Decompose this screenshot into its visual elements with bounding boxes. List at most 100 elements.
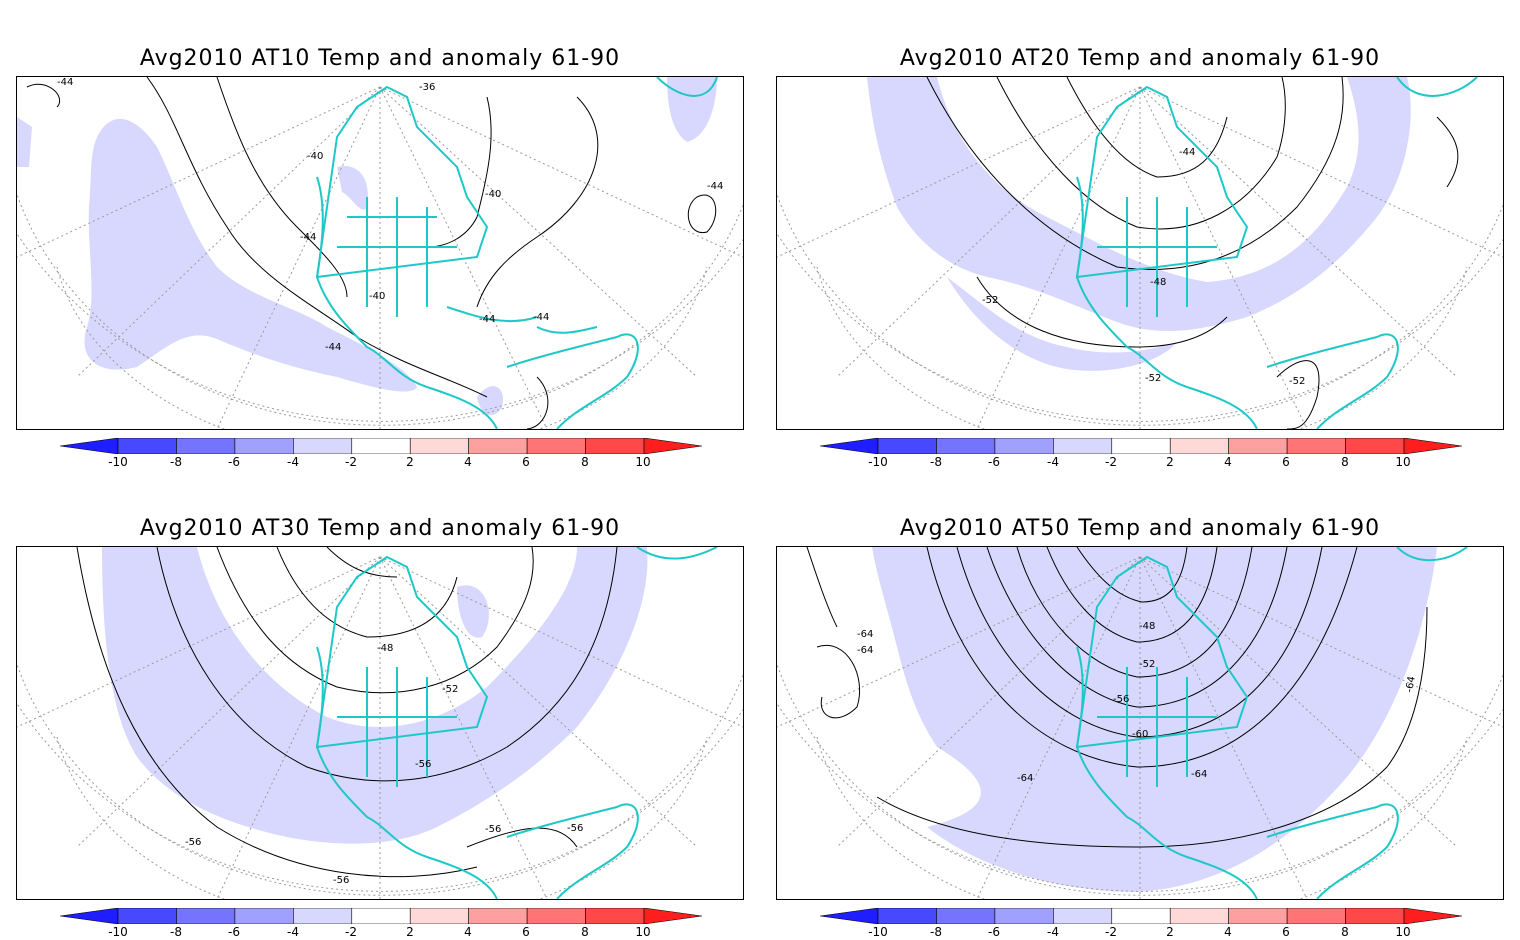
colorbar-swatch — [526, 907, 586, 925]
temperature-contours — [76, 547, 618, 878]
anomaly-region — [102, 547, 648, 844]
colorbar-swatch — [468, 907, 528, 925]
colorbar-tick: 8 — [581, 455, 589, 469]
colorbar-tick: 2 — [1166, 925, 1174, 939]
colorbar-tick: -10 — [868, 925, 888, 939]
colorbar-swatch — [1111, 907, 1171, 925]
colorbar-swatches — [819, 437, 1463, 455]
anomaly-region — [867, 77, 1411, 332]
contour-label: -44 — [57, 77, 73, 88]
contour-labels: -44 -36 -40 -40 -44 -44 -40 -44 -44 -44 — [57, 77, 723, 353]
anomaly-region — [17, 117, 32, 167]
contour-label: -44 — [300, 232, 316, 243]
contour-label: -64 — [1191, 769, 1207, 780]
colorbar-swatch — [117, 907, 177, 925]
colorbar-tick: -2 — [345, 925, 357, 939]
colorbar-swatch — [585, 907, 645, 925]
anomaly-region — [872, 547, 1437, 892]
colorbar-swatch — [234, 437, 294, 455]
map-frame: -44 -48 -52 -52 -52 — [776, 76, 1504, 430]
temperature-contours — [926, 77, 1459, 429]
colorbar-tick: -4 — [287, 455, 299, 469]
colorbar-tick: 6 — [522, 925, 530, 939]
contour-label: -64 — [1017, 773, 1033, 784]
contour-label: -40 — [485, 189, 501, 200]
colorbar-arrow-low — [819, 907, 879, 925]
colorbar-swatch — [1228, 437, 1288, 455]
colorbar-tick: 2 — [406, 455, 414, 469]
colorbar-tick: 4 — [464, 455, 472, 469]
colorbar-swatch — [877, 437, 937, 455]
contour-label: -52 — [1289, 376, 1305, 387]
colorbar-swatch — [468, 437, 528, 455]
colorbar-tick: 10 — [1395, 455, 1411, 469]
contour-label: -36 — [419, 82, 435, 93]
colorbar-swatch — [1228, 907, 1288, 925]
colorbar-tick: -2 — [1105, 925, 1117, 939]
colorbar-swatch — [176, 437, 236, 455]
colorbar-tick: 8 — [1341, 925, 1349, 939]
colorbar-arrow-high — [1403, 437, 1463, 455]
colorbar-swatch — [1111, 437, 1171, 455]
contour-label: -40 — [307, 151, 323, 162]
colorbar-tick: 10 — [1395, 925, 1411, 939]
colorbar-tick: 2 — [1166, 455, 1174, 469]
anomaly-region — [947, 277, 1177, 371]
colorbar-swatch — [234, 907, 294, 925]
colorbar-swatch — [936, 907, 996, 925]
contour-label: -52 — [1139, 659, 1155, 670]
polar-map: -64 -64 -48 -52 -56 -60 -64 -64 -64 — [777, 547, 1503, 899]
contour-labels: -64 -64 -48 -52 -56 -60 -64 -64 -64 — [857, 621, 1418, 784]
anomaly-region — [457, 585, 489, 638]
colorbar: -10 -8 -6 -4 -2 2 4 6 8 10 — [819, 907, 1463, 939]
colorbar-swatch — [351, 907, 411, 925]
colorbar-swatch — [994, 907, 1054, 925]
colorbar-tick: -6 — [228, 925, 240, 939]
colorbar-tick: 10 — [635, 455, 651, 469]
panel-title: Avg2010 AT10 Temp and anomaly 61-90 — [139, 46, 621, 71]
colorbar-swatch — [1345, 907, 1405, 925]
panel-title: Avg2010 AT50 Temp and anomaly 61-90 — [899, 516, 1381, 541]
contour-label: -48 — [377, 643, 393, 654]
colorbar-tick: -10 — [108, 925, 128, 939]
map-frame: -44 -36 -40 -40 -44 -44 -40 -44 -44 -44 — [16, 76, 744, 430]
contour-label: -64 — [857, 645, 873, 656]
colorbar-tick: 6 — [522, 455, 530, 469]
colorbar-tick: 4 — [1224, 455, 1232, 469]
colorbar-tick: 4 — [464, 925, 472, 939]
colorbar-swatches — [59, 437, 703, 455]
colorbar-swatches — [819, 907, 1463, 925]
colorbar-swatch — [526, 437, 586, 455]
colorbar-tick: 8 — [1341, 455, 1349, 469]
temperature-contours — [806, 547, 1428, 848]
colorbar-tick: -8 — [170, 925, 182, 939]
colorbar-tick: -4 — [1047, 925, 1059, 939]
colorbar-swatch — [994, 437, 1054, 455]
contour-label: -40 — [369, 291, 385, 302]
colorbar-swatch — [1169, 437, 1229, 455]
colorbar-tick: 10 — [635, 925, 651, 939]
colorbar-swatch — [351, 437, 411, 455]
contour-labels: -48 -52 -56 -56 -56 -56 -56 — [185, 643, 583, 886]
contour-labels: -44 -48 -52 -52 -52 — [982, 147, 1305, 387]
colorbar-tick: 6 — [1282, 455, 1290, 469]
anomaly-region — [667, 77, 717, 142]
colorbar-swatch — [585, 437, 645, 455]
contour-label: -56 — [185, 837, 201, 848]
colorbar-arrow-high — [1403, 907, 1463, 925]
colorbar-tick: -6 — [988, 455, 1000, 469]
colorbar-tick: -8 — [930, 455, 942, 469]
colorbar-arrow-high — [643, 437, 703, 455]
colorbar-swatch — [1053, 907, 1113, 925]
colorbar-swatch — [117, 437, 177, 455]
colorbar-tick: -4 — [287, 925, 299, 939]
contour-label: -44 — [1179, 147, 1195, 158]
colorbar-swatch — [176, 907, 236, 925]
colorbar-tick: -6 — [228, 455, 240, 469]
colorbar-tick: -8 — [930, 925, 942, 939]
colorbar-tick: -2 — [1105, 455, 1117, 469]
colorbar-swatch — [1169, 907, 1229, 925]
colorbar-tick: 8 — [581, 925, 589, 939]
polar-map: -44 -36 -40 -40 -44 -44 -40 -44 -44 -44 — [17, 77, 743, 429]
colorbar-tick: -6 — [988, 925, 1000, 939]
